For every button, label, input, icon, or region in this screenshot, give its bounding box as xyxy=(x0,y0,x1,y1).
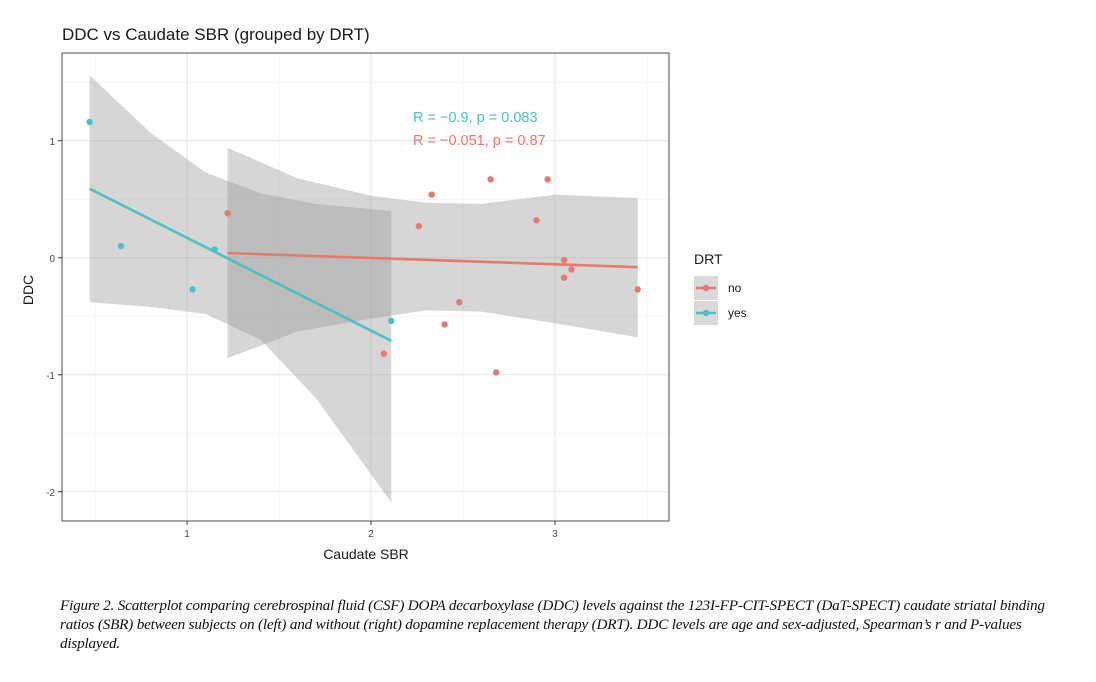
point-no xyxy=(456,299,463,306)
y-axis-label: DDC xyxy=(20,275,36,305)
point-yes xyxy=(86,118,93,126)
point-no xyxy=(415,222,423,230)
fit-line-yes xyxy=(89,187,392,342)
point-no xyxy=(380,350,388,357)
grid-lines xyxy=(62,53,669,521)
panel-border xyxy=(61,52,670,522)
annotation-no: R = −0.051, p = 0.87 xyxy=(413,133,546,149)
regression-lines xyxy=(89,187,638,342)
chart-title: DDC vs Caudate SBR (grouped by DRT) xyxy=(62,25,370,44)
data-points xyxy=(86,118,641,376)
point-no xyxy=(560,256,568,264)
point-yes xyxy=(388,317,395,325)
point-yes xyxy=(117,242,125,250)
legend-label-yes: yes xyxy=(728,306,747,320)
x-tick-label: 2 xyxy=(368,529,374,540)
point-no xyxy=(492,369,500,376)
y-tick-label: 1 xyxy=(49,137,55,148)
y-tick-label: -1 xyxy=(46,371,55,382)
point-no xyxy=(560,274,568,281)
plot-panel xyxy=(62,53,669,521)
axes: 1 2 3 1 0 -1 -2 xyxy=(46,52,670,540)
annotation-yes: R = −0.9, p = 0.083 xyxy=(413,110,538,126)
legend-title: DRT xyxy=(694,251,723,267)
y-tick-label: 0 xyxy=(49,254,55,265)
scatter-chart: DDC vs Caudate SBR (grouped by DRT) 1 2 31… xyxy=(20,25,747,562)
point-yes xyxy=(211,246,218,253)
point-no xyxy=(224,210,231,217)
x-tick-label: 1 xyxy=(184,529,190,540)
legend-key-point-yes xyxy=(702,309,710,317)
panel-background xyxy=(62,53,669,521)
point-no xyxy=(441,321,448,328)
legend: DRT no yes xyxy=(694,251,747,325)
fit-line-no xyxy=(227,251,638,269)
point-yes xyxy=(189,286,196,293)
confidence-bands xyxy=(89,75,638,503)
point-no xyxy=(533,217,540,224)
figure-caption: Figure 2. Scatterplot comparing cerebros… xyxy=(60,597,1045,652)
ci-band-no xyxy=(227,147,638,359)
point-no xyxy=(487,176,494,183)
ci-band-yes xyxy=(89,75,392,503)
legend-key-point-no xyxy=(702,284,710,292)
point-no xyxy=(428,191,435,198)
point-no xyxy=(634,286,641,293)
point-no xyxy=(544,176,551,183)
x-axis-label: Caudate SBR xyxy=(323,546,409,562)
point-no xyxy=(568,266,575,273)
x-tick-label: 3 xyxy=(552,529,558,540)
legend-label-no: no xyxy=(728,281,742,295)
y-tick-label: -2 xyxy=(46,488,55,499)
